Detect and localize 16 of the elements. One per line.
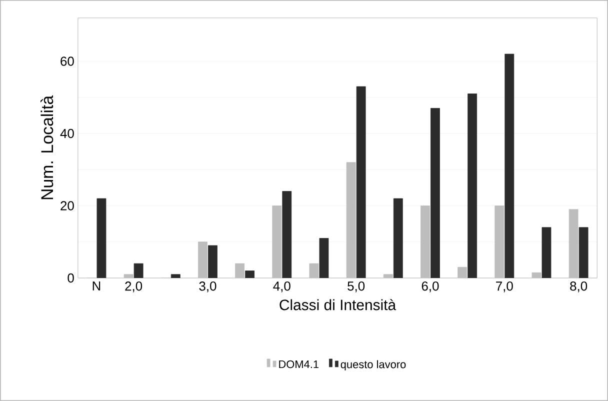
- x-tick-label: 6,0: [422, 282, 439, 292]
- x-tick-label: 3,0: [199, 282, 216, 292]
- y-tick-label: 0: [68, 273, 74, 283]
- x-tick-label: 2,0: [125, 282, 142, 292]
- legend-label: questo lavoro: [340, 360, 406, 370]
- legend-label: DOM4.1: [279, 360, 319, 368]
- x-axis-title: Classi di Intensità: [280, 299, 396, 310]
- y-axis-title: Num. Località: [40, 95, 54, 200]
- x-tick-label: N: [92, 282, 100, 290]
- y-tick-label: 60: [60, 56, 74, 66]
- x-tick-label: 8,0: [570, 282, 588, 292]
- x-tick-label: 7,0: [496, 282, 513, 292]
- x-tick-label: 5,0: [348, 282, 365, 292]
- x-tick-label: 4,0: [273, 282, 290, 292]
- y-tick-label: 20: [60, 201, 74, 210]
- y-tick-label: 40: [60, 128, 74, 138]
